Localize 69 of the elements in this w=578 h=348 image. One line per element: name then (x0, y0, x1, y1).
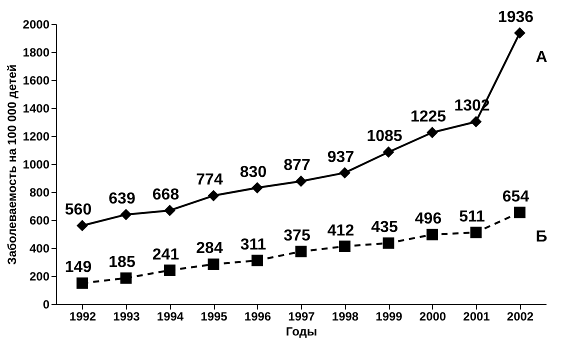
x-tick-label: 1994 (156, 310, 184, 324)
point (164, 204, 176, 216)
data-label: 412 (327, 222, 354, 240)
y-tick-label: 1800 (22, 46, 50, 60)
data-label: 1936 (498, 8, 534, 26)
series-label: А (536, 48, 548, 66)
point (76, 277, 88, 289)
point (339, 167, 350, 179)
data-label: 774 (196, 172, 223, 189)
point (120, 272, 132, 284)
y-tick-label: 800 (29, 186, 50, 200)
data-label: 511 (459, 208, 486, 226)
point (252, 254, 263, 266)
point (339, 240, 350, 252)
point (426, 228, 438, 240)
data-label: 639 (108, 190, 136, 208)
series-label: Б (536, 228, 548, 246)
x-tick-label: 1997 (288, 310, 316, 324)
y-tick-label: 1400 (22, 102, 50, 116)
point (295, 246, 307, 258)
x-tick-label: 2001 (463, 310, 490, 324)
data-label: 830 (240, 164, 267, 181)
x-tick-label: 2002 (506, 310, 534, 324)
y-tick-label: 600 (29, 214, 50, 228)
data-label: 560 (64, 202, 92, 219)
x-tick-label: 1998 (332, 310, 359, 324)
data-label: 877 (284, 157, 310, 174)
data-label: 1225 (410, 108, 446, 126)
data-label: 311 (240, 236, 266, 254)
y-tick-label: 1200 (22, 130, 50, 144)
data-label: 284 (196, 240, 223, 258)
x-tick-label: 1993 (113, 310, 140, 324)
data-label: 1085 (366, 128, 402, 146)
x-tick-label: 1995 (200, 310, 228, 324)
y-tick-label: 400 (29, 242, 50, 256)
point (252, 182, 263, 194)
x-tick-label: 1992 (69, 310, 96, 324)
point (514, 27, 526, 39)
point (470, 226, 482, 238)
point (208, 258, 220, 270)
point (164, 264, 176, 276)
point (382, 237, 394, 249)
point (470, 116, 482, 128)
point (295, 176, 307, 187)
x-tick-label: 1996 (244, 310, 272, 324)
data-label: 375 (284, 228, 310, 244)
y-axis-title: Заболеваемость на 100 000 детей (4, 64, 19, 265)
x-tick-label: 1999 (376, 310, 403, 324)
point (426, 126, 438, 138)
point (208, 190, 220, 202)
y-tick-label: 1600 (22, 74, 50, 88)
x-axis-title: Годы (286, 324, 318, 338)
data-label: 185 (108, 254, 136, 272)
y-tick-label: 200 (29, 270, 50, 284)
data-label: 668 (152, 186, 180, 204)
y-tick-label: 2000 (22, 18, 50, 32)
point (514, 206, 526, 218)
data-label: 241 (152, 246, 180, 264)
y-tick-label: 1000 (22, 158, 50, 172)
data-label: 654 (502, 188, 530, 206)
data-label: 937 (327, 148, 354, 166)
point (120, 208, 132, 220)
data-label: 149 (64, 259, 92, 276)
data-label: 496 (414, 210, 442, 228)
y-tick-label: 0 (42, 298, 50, 312)
data-label: 435 (371, 219, 398, 236)
point (76, 220, 88, 232)
point (382, 146, 394, 158)
x-tick-label: 2000 (419, 310, 446, 324)
